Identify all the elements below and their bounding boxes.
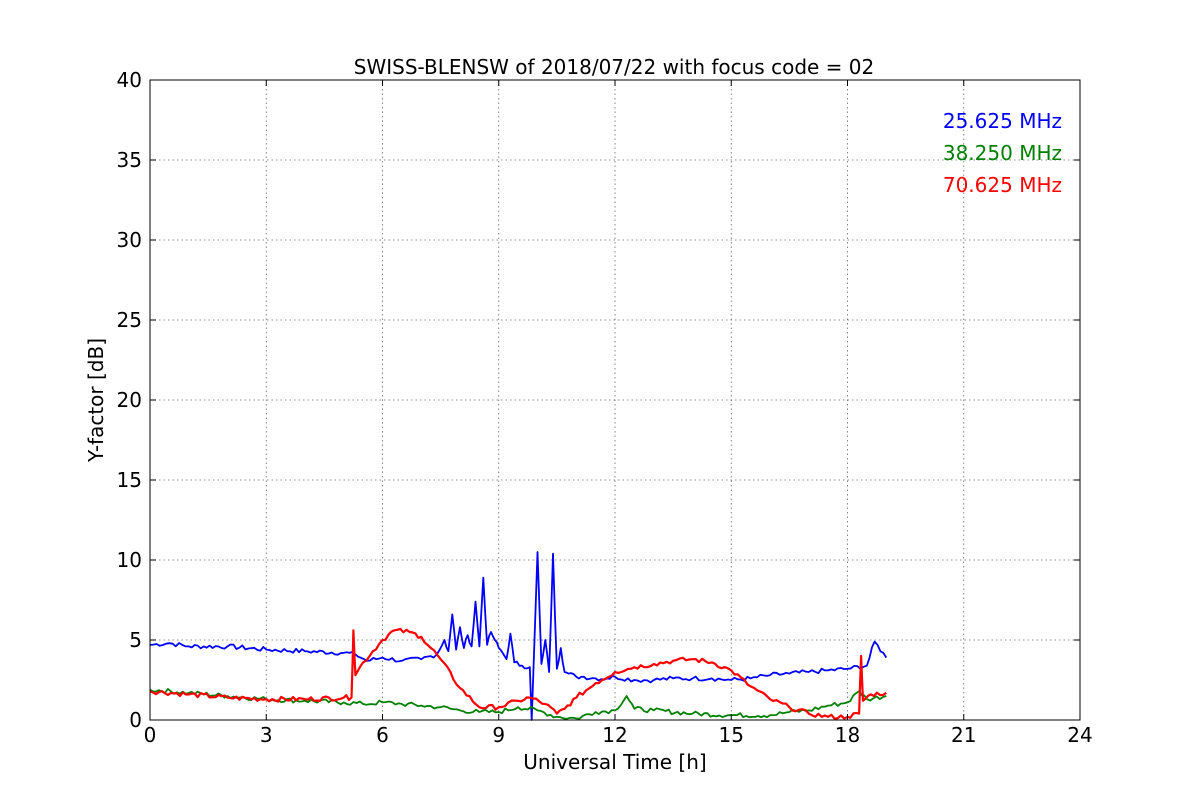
y-axis: 0 5 10 15 20 25 30 35 40 <box>117 68 1080 732</box>
x-tick-label: 21 <box>951 723 976 747</box>
y-tick-label: 15 <box>117 468 142 492</box>
y-tick-label: 40 <box>117 68 142 92</box>
y-tick-label: 25 <box>117 308 142 332</box>
legend-entry: 70.625 MHz <box>943 173 1062 197</box>
series-layer <box>149 551 888 721</box>
x-tick-label: 12 <box>602 723 627 747</box>
y-tick-label: 35 <box>117 148 142 172</box>
legend-entry: 25.625 MHz <box>943 109 1062 133</box>
y-tick-label: 0 <box>129 708 142 732</box>
y-axis-title: Y-factor [dB] <box>84 338 108 463</box>
series-line-70-625-mhz <box>149 627 887 720</box>
series-line-25-625-mhz <box>149 551 888 721</box>
chart-title: SWISS-BLENSW of 2018/07/22 with focus co… <box>354 55 875 79</box>
x-tick-label: 3 <box>260 723 273 747</box>
y-tick-label: 10 <box>117 548 142 572</box>
x-axis-title: Universal Time [h] <box>523 750 706 774</box>
legend: 25.625 MHz 38.250 MHz 70.625 MHz <box>943 109 1062 197</box>
x-axis: 0 3 6 9 12 15 18 21 24 <box>144 80 1093 747</box>
y-tick-label: 30 <box>117 228 142 252</box>
x-tick-label: 6 <box>376 723 389 747</box>
x-tick-label: 18 <box>835 723 860 747</box>
x-tick-label: 9 <box>492 723 505 747</box>
y-tick-label: 5 <box>129 628 142 652</box>
legend-entry: 38.250 MHz <box>943 141 1062 165</box>
x-tick-label: 15 <box>719 723 744 747</box>
y-tick-label: 20 <box>117 388 142 412</box>
x-tick-label: 24 <box>1067 723 1092 747</box>
x-tick-label: 0 <box>144 723 157 747</box>
grid <box>150 80 1080 720</box>
